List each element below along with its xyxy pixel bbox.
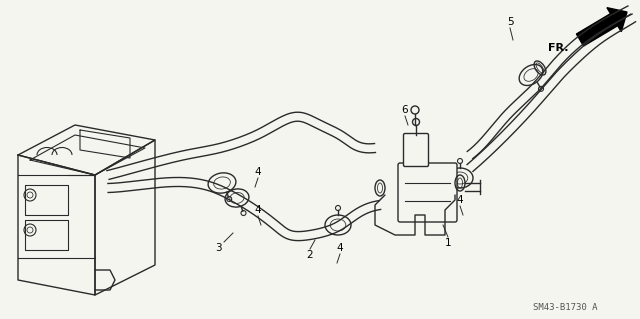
- Text: 4: 4: [457, 195, 463, 205]
- Text: 4: 4: [255, 205, 261, 215]
- FancyBboxPatch shape: [398, 163, 457, 222]
- Polygon shape: [577, 8, 627, 46]
- Text: 3: 3: [214, 243, 221, 253]
- Text: 6: 6: [402, 105, 408, 115]
- Text: 1: 1: [445, 238, 451, 248]
- Text: SM43-B1730 A: SM43-B1730 A: [532, 303, 597, 313]
- Text: 4: 4: [255, 167, 261, 177]
- Text: 4: 4: [337, 243, 343, 253]
- Text: 2: 2: [307, 250, 314, 260]
- FancyBboxPatch shape: [403, 133, 429, 167]
- Text: FR.: FR.: [548, 43, 568, 53]
- Text: 5: 5: [507, 17, 513, 27]
